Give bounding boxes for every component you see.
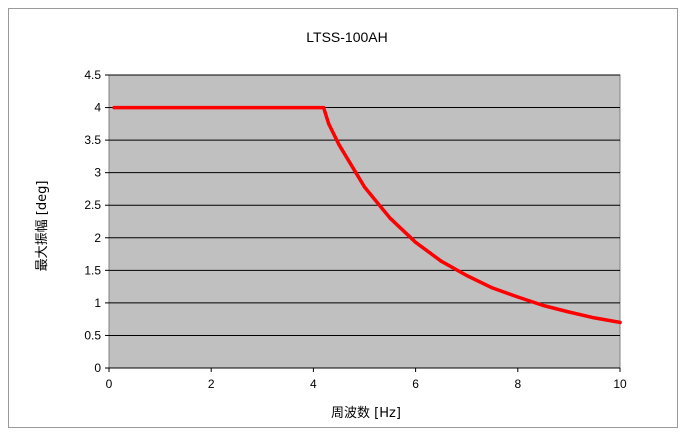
- y-tick-label: 4: [94, 101, 101, 115]
- y-axis-label: 最大振幅 [deg]: [35, 181, 50, 272]
- x-tick-label: 10: [613, 377, 627, 391]
- data-point: [490, 286, 494, 290]
- data-point: [618, 320, 622, 325]
- y-tick-label: 1: [94, 296, 101, 310]
- y-tick-label: 0.5: [84, 328, 101, 342]
- x-tick-label: 8: [514, 377, 521, 391]
- data-point: [541, 303, 545, 308]
- x-tick-label: 0: [106, 377, 113, 391]
- x-tick-label: 6: [412, 377, 419, 391]
- data-point: [337, 143, 341, 147]
- data-point: [567, 310, 571, 314]
- data-point: [465, 273, 469, 278]
- x-axis-label: 周波数 [Hz]: [331, 406, 401, 421]
- data-point: [516, 295, 520, 299]
- data-point: [209, 105, 213, 110]
- y-tick-label: 1.5: [84, 263, 101, 277]
- data-point: [112, 105, 116, 110]
- chart-title: LTSS-100AH: [306, 29, 387, 45]
- y-tick-label: 3.5: [84, 133, 101, 147]
- y-tick-label: 3: [94, 166, 101, 180]
- data-point: [260, 105, 264, 110]
- data-point: [322, 105, 326, 110]
- y-axis-ticks: 0 0.5 1 1.5 2 2.5 3 3.5 4 4.5: [84, 68, 109, 375]
- x-tick-label: 4: [310, 377, 317, 391]
- y-tick-label: 4.5: [84, 68, 101, 82]
- data-point: [311, 105, 315, 110]
- y-tick-label: 0: [94, 361, 101, 375]
- y-tick-label: 2.5: [84, 198, 101, 212]
- data-point: [592, 316, 597, 320]
- data-point: [414, 240, 418, 244]
- data-point: [158, 105, 162, 110]
- data-point: [388, 216, 392, 220]
- series-points: [112, 105, 622, 325]
- data-point: [327, 122, 331, 126]
- y-tick-label: 2: [94, 231, 101, 245]
- data-point: [439, 259, 443, 263]
- data-point: [362, 185, 367, 189]
- x-tick-label: 2: [208, 377, 215, 391]
- x-axis-ticks: 0 2 4 6 8 10: [106, 368, 627, 391]
- plot-area: [108, 74, 621, 369]
